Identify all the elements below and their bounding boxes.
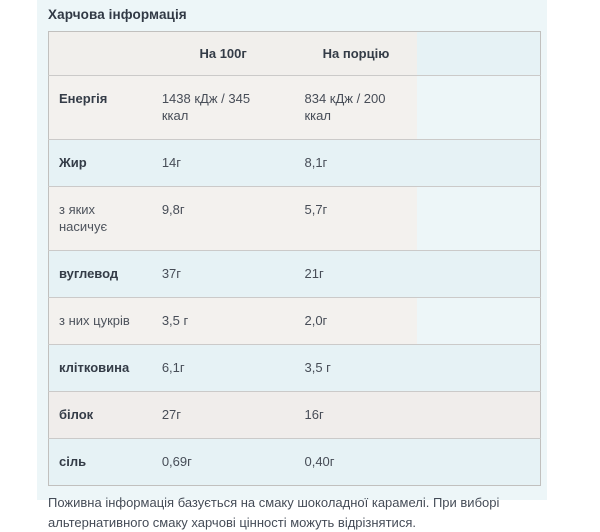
table-row-protein: білок 27г 16г (48, 391, 541, 439)
spacer-cell (417, 250, 541, 298)
nutrient-label: сіль (48, 438, 152, 486)
nutrient-label: з них цукрів (48, 297, 152, 345)
per-portion-value: 16г (294, 391, 418, 439)
spacer-cell (417, 139, 541, 187)
per-100g-value: 3,5 г (151, 297, 295, 345)
header-per-100g: На 100г (151, 31, 295, 76)
spacer-cell (417, 344, 541, 392)
per-portion-value: 3,5 г (294, 344, 418, 392)
spacer-cell (417, 297, 541, 345)
header-empty-cell (48, 31, 152, 76)
nutrient-label: Енергія (48, 75, 152, 140)
table-row-energy: Енергія 1438 кДж / 345 ккал 834 кДж / 20… (48, 75, 541, 140)
per-100g-value: 27г (151, 391, 295, 439)
table-row-carbohydrate: вуглевод 37г 21г (48, 250, 541, 298)
per-100g-value: 37г (151, 250, 295, 298)
nutrition-table: На 100г На порцію Енергія 1438 кДж / 345… (48, 31, 541, 486)
per-portion-value: 8,1г (294, 139, 418, 187)
table-row-fibre: клітковина 6,1г 3,5 г (48, 344, 541, 392)
header-per-portion: На порцію (294, 31, 418, 76)
spacer-cell (417, 438, 541, 486)
table-row-salt: сіль 0,69г 0,40г (48, 438, 541, 486)
spacer-cell (417, 186, 541, 251)
spacer-cell (417, 75, 541, 140)
spacer-cell (417, 391, 541, 439)
table-header-row: На 100г На порцію (48, 31, 541, 76)
per-portion-value: 0,40г (294, 438, 418, 486)
per-portion-value: 5,7г (294, 186, 418, 251)
per-portion-value: 2,0г (294, 297, 418, 345)
per-100g-value: 1438 кДж / 345 ккал (151, 75, 295, 140)
per-100g-value: 6,1г (151, 344, 295, 392)
per-portion-value: 834 кДж / 200 ккал (294, 75, 418, 140)
section-title: Харчова інформація (48, 7, 187, 22)
per-100g-value: 9,8г (151, 186, 295, 251)
table-row-sugars: з них цукрів 3,5 г 2,0г (48, 297, 541, 345)
nutrient-label: з яких насичує (48, 186, 152, 251)
nutrient-label: білок (48, 391, 152, 439)
header-spacer-cell (417, 31, 541, 76)
nutrient-label: Жир (48, 139, 152, 187)
nutrition-section-panel: Харчова інформація На 100г На порцію Ене… (37, 0, 547, 530)
per-100g-value: 0,69г (151, 438, 295, 486)
nutrient-label: вуглевод (48, 250, 152, 298)
table-row-saturates: з яких насичує 9,8г 5,7г (48, 186, 541, 251)
nutrient-label: клітковина (48, 344, 152, 392)
nutrition-footnote: Поживна інформація базується на смаку шо… (48, 495, 500, 530)
per-100g-value: 14г (151, 139, 295, 187)
table-row-fat: Жир 14г 8,1г (48, 139, 541, 187)
per-portion-value: 21г (294, 250, 418, 298)
